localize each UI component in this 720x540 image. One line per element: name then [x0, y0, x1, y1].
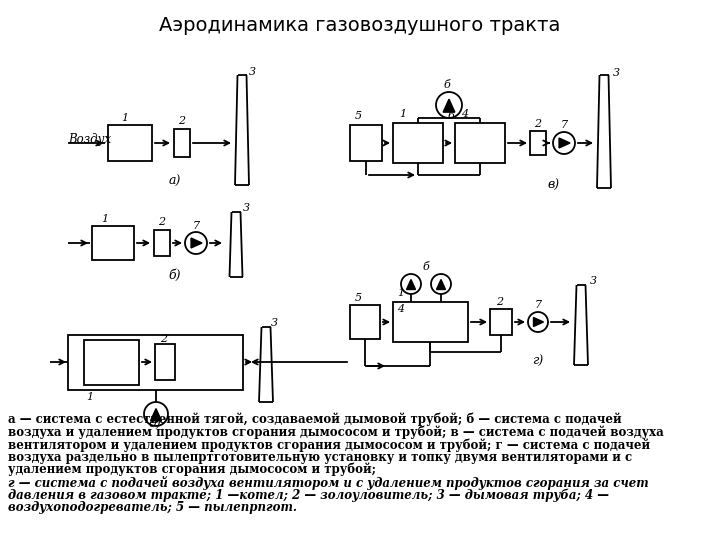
Text: д): д): [148, 417, 161, 430]
Text: 5: 5: [354, 111, 361, 121]
Bar: [84, 340, 139, 385]
Polygon shape: [191, 238, 202, 248]
Text: воздуха и удалением продуктов сгорания дымососом и трубой; в — система с подачей: воздуха и удалением продуктов сгорания д…: [8, 426, 664, 439]
Circle shape: [431, 274, 451, 294]
Text: 3: 3: [271, 318, 278, 328]
Bar: [155, 344, 175, 380]
Text: воздуха раздельно в пылепртготовительную установку и топку двумя вентиляторами и: воздуха раздельно в пылепртготовительную…: [8, 450, 632, 463]
Text: 2: 2: [534, 119, 541, 129]
Circle shape: [553, 132, 575, 154]
Text: 1: 1: [86, 392, 94, 402]
Text: б: б: [444, 80, 451, 90]
Text: Воздух: Воздух: [68, 132, 111, 145]
Polygon shape: [150, 409, 161, 421]
Text: 1: 1: [102, 214, 109, 224]
Text: 1: 1: [397, 288, 405, 298]
Circle shape: [528, 312, 548, 332]
Text: 2: 2: [496, 297, 503, 307]
Polygon shape: [436, 280, 446, 289]
Text: 4: 4: [397, 304, 405, 314]
Text: а — система с естественной тягой, создаваемой дымовой трубой; б — система с пода: а — система с естественной тягой, создав…: [8, 413, 621, 427]
Text: 3: 3: [243, 203, 250, 213]
Text: г — система с подачей воздуха вентилятором и с удалением продуктов сгорания за с: г — система с подачей воздуха вентилятор…: [8, 476, 649, 489]
Text: 3: 3: [248, 67, 256, 77]
Bar: [92, 226, 134, 260]
Text: б): б): [168, 269, 181, 282]
Text: б: б: [423, 262, 429, 272]
Circle shape: [185, 232, 207, 254]
Text: а): а): [168, 175, 181, 188]
Bar: [154, 230, 170, 256]
Bar: [530, 131, 546, 155]
Circle shape: [436, 92, 462, 118]
Bar: [350, 125, 382, 161]
Text: Аэродинамика газовоздушного тракта: Аэродинамика газовоздушного тракта: [159, 16, 561, 35]
Text: в): в): [548, 179, 560, 192]
Bar: [455, 123, 505, 163]
Bar: [174, 129, 190, 157]
Bar: [350, 305, 380, 339]
Text: 7: 7: [192, 221, 199, 231]
Text: 3: 3: [613, 68, 620, 78]
Bar: [490, 309, 512, 335]
Text: вентилятором и удалением продуктов сгорания дымососом и трубой; г — система с по: вентилятором и удалением продуктов сгора…: [8, 438, 650, 451]
Circle shape: [144, 402, 168, 426]
Text: 2: 2: [158, 217, 166, 227]
Polygon shape: [443, 99, 455, 112]
Bar: [68, 335, 243, 390]
Text: г): г): [532, 355, 544, 368]
Text: 7: 7: [560, 120, 567, 130]
Text: 3: 3: [590, 276, 597, 286]
Polygon shape: [559, 138, 570, 148]
Text: удалением продуктов сгорания дымососом и трубой;: удалением продуктов сгорания дымососом и…: [8, 463, 376, 476]
Polygon shape: [534, 318, 544, 327]
Text: давления в газовом тракте; 1 —котел; 2 — золоуловитель; 3 — дымовая труба; 4 —: давления в газовом тракте; 1 —котел; 2 —…: [8, 488, 609, 502]
Text: 2: 2: [179, 116, 186, 126]
Text: воздухоподогреватель; 5 — пылепрпгот.: воздухоподогреватель; 5 — пылепрпгот.: [8, 501, 297, 514]
Text: 1: 1: [400, 109, 407, 119]
Text: 2: 2: [161, 334, 168, 344]
Bar: [108, 125, 152, 161]
Text: 5: 5: [354, 293, 361, 303]
Text: 4: 4: [462, 109, 469, 119]
Bar: [393, 123, 443, 163]
Bar: [393, 302, 468, 342]
Text: 6: 6: [447, 111, 454, 121]
Text: 1: 1: [122, 113, 129, 123]
Polygon shape: [407, 280, 415, 289]
Text: 7: 7: [534, 300, 541, 310]
Circle shape: [401, 274, 421, 294]
